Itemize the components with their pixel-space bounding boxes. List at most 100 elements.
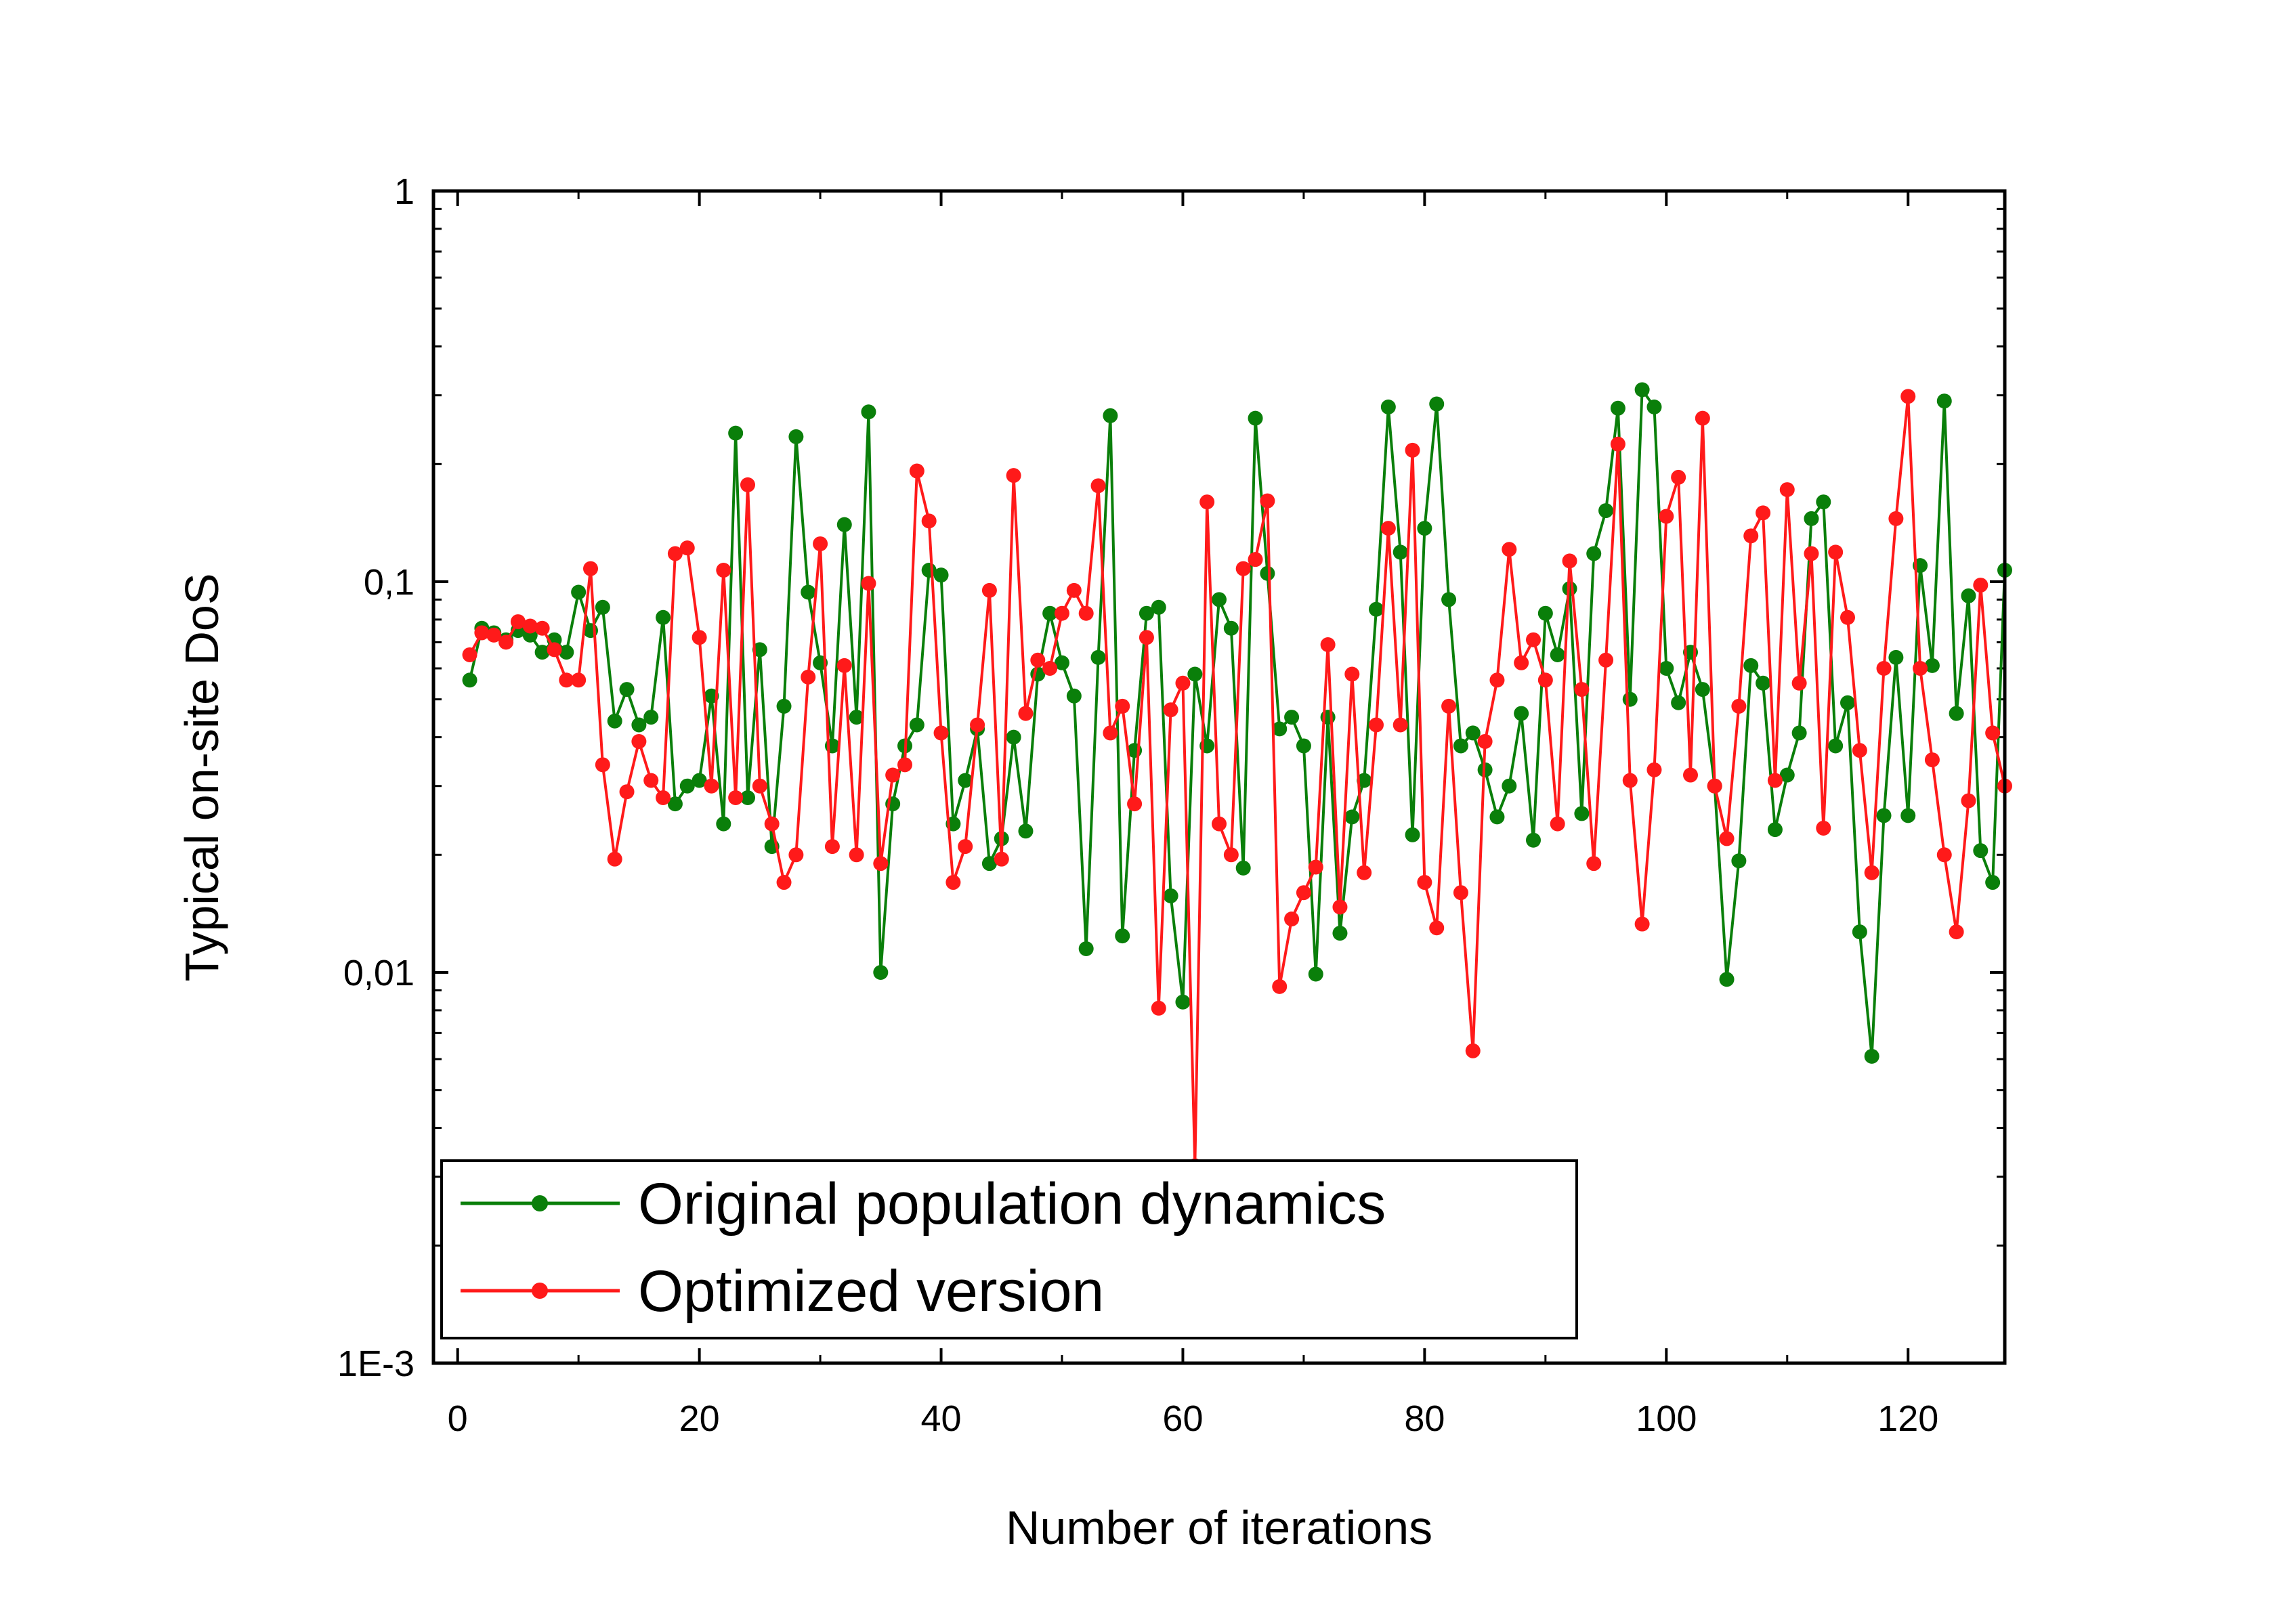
data-point-original — [1949, 706, 1964, 721]
data-point-optimized — [1502, 542, 1517, 557]
legend-marker-optimized — [532, 1283, 548, 1299]
data-point-original — [909, 717, 924, 733]
data-point-original — [1006, 729, 1021, 745]
data-point-original — [1719, 972, 1735, 987]
data-point-original — [619, 682, 635, 697]
data-point-original — [1671, 695, 1686, 710]
data-point-optimized — [1030, 652, 1046, 668]
data-point-optimized — [728, 790, 744, 805]
data-point-original — [958, 773, 973, 788]
data-point-original — [1888, 649, 1904, 665]
data-point-original — [1828, 738, 1844, 754]
series-line-optimized — [468, 395, 2006, 1167]
data-point-original — [1610, 400, 1625, 416]
data-point-optimized — [1248, 552, 1263, 567]
data-point-original — [861, 404, 876, 420]
data-point-original — [1453, 738, 1468, 754]
y-axis-ticks: 1E-3 0,01 0,1 1 — [337, 171, 2005, 1384]
data-point-optimized — [861, 576, 876, 591]
data-point-optimized — [1876, 661, 1892, 676]
data-point-optimized — [1924, 752, 1940, 768]
data-point-original — [1332, 926, 1348, 941]
data-point-optimized — [824, 839, 840, 855]
data-point-original — [1055, 655, 1069, 670]
data-point-optimized — [1260, 493, 1275, 509]
data-point-optimized — [1828, 544, 1844, 560]
data-point-original — [1235, 860, 1251, 876]
y-tick-label: 1E-3 — [337, 1344, 414, 1384]
data-point-optimized — [1864, 865, 1879, 880]
data-point-original — [1139, 605, 1154, 621]
data-point-optimized — [764, 816, 780, 832]
data-point-optimized — [474, 625, 490, 641]
data-point-optimized — [1489, 672, 1505, 688]
data-point-original — [462, 672, 477, 688]
data-point-optimized — [813, 536, 828, 552]
data-point-original — [933, 567, 949, 583]
data-point-optimized — [1804, 546, 1819, 561]
data-point-optimized — [1357, 865, 1372, 880]
data-point-optimized — [510, 614, 526, 630]
data-point-original — [1187, 666, 1203, 682]
data-point-optimized — [607, 851, 622, 867]
data-point-optimized — [1526, 632, 1541, 647]
data-point-optimized — [1840, 609, 1855, 625]
data-point-original — [1961, 588, 1976, 603]
data-point-optimized — [1417, 875, 1432, 890]
data-point-optimized — [776, 875, 792, 890]
data-point-original — [1502, 778, 1517, 794]
data-point-optimized — [656, 790, 671, 805]
data-point-original — [1465, 725, 1481, 741]
data-point-optimized — [1634, 916, 1650, 932]
data-point-optimized — [1066, 582, 1082, 598]
data-point-original — [1151, 599, 1166, 615]
x-axis-ticks: 0 20 40 60 80 100 120 — [448, 191, 1938, 1439]
data-point-original — [1417, 521, 1432, 536]
data-point-original — [1248, 410, 1263, 426]
data-point-optimized — [1719, 831, 1735, 846]
y-tick-label: 1 — [394, 171, 414, 212]
data-point-optimized — [1477, 733, 1493, 749]
data-point-optimized — [981, 582, 997, 598]
data-point-original — [1103, 408, 1118, 423]
data-point-original — [1212, 592, 1227, 607]
x-tick-label: 60 — [1162, 1398, 1203, 1439]
data-point-optimized — [1393, 717, 1408, 733]
data-point-optimized — [740, 477, 755, 492]
data-point-original — [1441, 592, 1457, 607]
data-point-optimized — [849, 847, 864, 863]
data-point-optimized — [667, 546, 683, 561]
data-point-optimized — [1369, 717, 1384, 733]
data-point-optimized — [1816, 820, 1831, 836]
data-point-optimized — [1671, 469, 1686, 485]
data-point-original — [1042, 605, 1058, 621]
data-point-optimized — [1163, 702, 1178, 718]
data-point-original — [1369, 601, 1384, 617]
data-point-optimized — [547, 642, 562, 658]
data-point-optimized — [1212, 816, 1227, 832]
data-point-optimized — [1115, 698, 1130, 714]
data-point-optimized — [1900, 389, 1916, 404]
data-point-original — [534, 645, 550, 660]
x-tick-label: 0 — [448, 1398, 468, 1439]
data-point-original — [679, 778, 695, 794]
data-point-original — [1767, 822, 1783, 838]
data-point-original — [1393, 544, 1408, 560]
data-point-original — [692, 773, 707, 788]
data-point-original — [1163, 888, 1178, 903]
data-point-original — [1078, 941, 1094, 956]
data-point-original — [873, 965, 889, 980]
data-point-original — [667, 796, 683, 812]
data-point-optimized — [1731, 698, 1747, 714]
legend-entry-original: Original population dynamics — [461, 1172, 1386, 1237]
data-point-optimized — [1103, 725, 1118, 741]
data-point-optimized — [1659, 509, 1674, 524]
data-point-optimized — [1380, 521, 1396, 536]
data-point-original — [752, 642, 767, 658]
data-point-optimized — [571, 672, 587, 688]
data-point-original — [1936, 393, 1952, 409]
data-point-optimized — [801, 669, 816, 685]
data-point-original — [1550, 647, 1565, 662]
legend-entry-optimized: Optimized version — [461, 1259, 1104, 1324]
data-point-optimized — [1284, 911, 1300, 927]
